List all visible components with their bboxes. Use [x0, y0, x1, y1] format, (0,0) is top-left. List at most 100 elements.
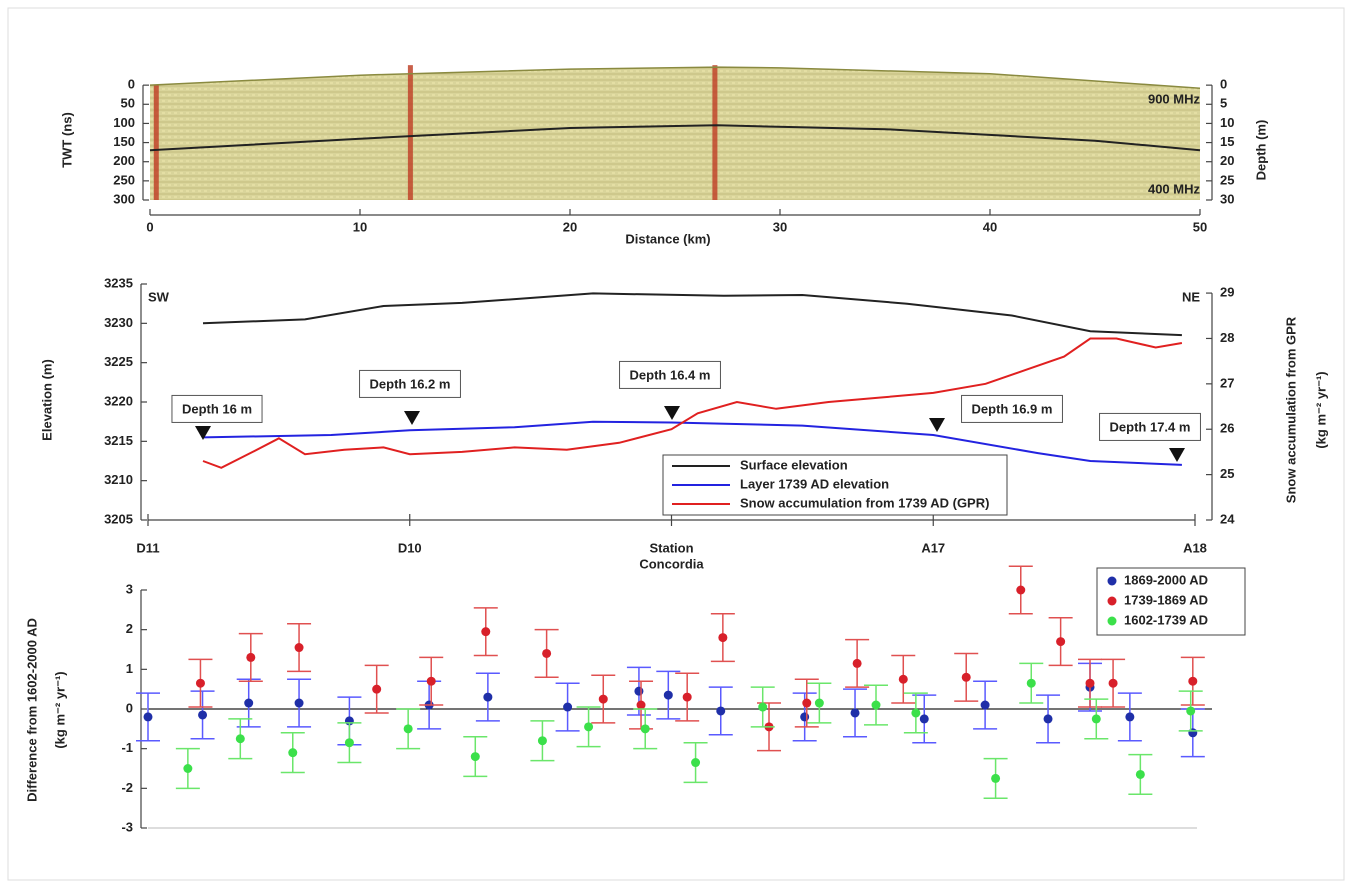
y-tick-label: 0	[128, 77, 135, 92]
data-point	[1188, 677, 1197, 686]
data-point	[481, 627, 490, 636]
data-point	[372, 685, 381, 694]
y-tick-label: 100	[113, 115, 135, 130]
y-tick-label: -2	[121, 780, 133, 795]
data-point	[718, 633, 727, 642]
data-point	[851, 708, 860, 717]
data-point	[295, 699, 304, 708]
data-point	[1092, 714, 1101, 723]
axis-title: Snow accumulation from GPR	[1283, 316, 1298, 503]
y-tick-label: 250	[113, 172, 135, 187]
core-marker	[408, 65, 413, 200]
y-tick-label: 10	[1220, 115, 1234, 130]
data-point	[1136, 770, 1145, 779]
annotation-text: Depth 17.4 m	[1110, 419, 1191, 434]
legend-swatch	[1108, 577, 1117, 586]
x-tick-label: A17	[921, 540, 945, 555]
y-tick-label: 0	[126, 700, 133, 715]
y-tick-label: 29	[1220, 285, 1234, 300]
annotation-text: Depth 16 m	[182, 401, 252, 416]
legend-swatch	[1108, 597, 1117, 606]
data-point	[584, 722, 593, 731]
data-point	[1109, 679, 1118, 688]
axis-title: Depth (m)	[1253, 120, 1268, 181]
data-point	[899, 675, 908, 684]
legend-label: Snow accumulation from 1739 AD (GPR)	[740, 495, 989, 510]
x-tick-label: 50	[1193, 219, 1207, 234]
y-tick-label: 30	[1220, 191, 1234, 206]
y-tick-label: 3230	[104, 315, 133, 330]
band-label: 400 MHz	[1148, 181, 1201, 196]
y-tick-label: 5	[1220, 96, 1227, 111]
y-tick-label: 50	[121, 96, 135, 111]
annotation-text: Depth 16.2 m	[370, 376, 451, 391]
data-point	[1086, 679, 1095, 688]
y-tick-label: 28	[1220, 330, 1234, 345]
data-point	[991, 774, 1000, 783]
y-tick-label: -1	[121, 740, 133, 755]
axis-title: Elevation (m)	[39, 359, 54, 441]
axis-title: Distance (km)	[625, 231, 710, 246]
corner-label: SW	[148, 289, 170, 304]
annotation-text: Depth 16.4 m	[630, 367, 711, 382]
data-point	[981, 701, 990, 710]
y-tick-label: 3205	[104, 511, 133, 526]
x-tick-label: Station	[649, 540, 693, 555]
x-tick-label: D11	[136, 540, 159, 555]
data-point	[962, 673, 971, 682]
y-tick-label: 25	[1220, 172, 1234, 187]
data-point	[641, 724, 650, 733]
y-tick-label: 27	[1220, 375, 1234, 390]
axis-title: (kg m⁻² yr⁻¹)	[1313, 371, 1328, 448]
y-tick-label: 3	[126, 581, 133, 596]
figure: 0501001502002503000510152025300102030405…	[0, 0, 1352, 888]
data-point	[800, 712, 809, 721]
x-tick-label: Concordia	[639, 556, 704, 571]
x-tick-label: A18	[1183, 540, 1207, 555]
data-point	[563, 703, 572, 712]
legend-label: Layer 1739 AD elevation	[740, 476, 889, 491]
x-tick-label: 0	[146, 219, 153, 234]
axis-title: TWT (ns)	[59, 112, 74, 168]
data-point	[1186, 706, 1195, 715]
data-point	[815, 699, 824, 708]
data-point	[1044, 714, 1053, 723]
y-tick-label: 1	[126, 661, 133, 676]
data-point	[345, 738, 354, 747]
data-point	[683, 693, 692, 702]
data-point	[920, 714, 929, 723]
data-point	[802, 699, 811, 708]
y-tick-label: -3	[121, 819, 133, 834]
legend: Surface elevation Layer 1739 AD elevation…	[663, 455, 1007, 515]
y-tick-label: 15	[1220, 134, 1234, 149]
data-point	[911, 708, 920, 717]
legend-swatch	[1108, 617, 1117, 626]
x-tick-label: D10	[398, 540, 422, 555]
data-point	[691, 758, 700, 767]
y-tick-label: 25	[1220, 466, 1234, 481]
data-point	[236, 734, 245, 743]
legend-label: Surface elevation	[740, 457, 848, 472]
data-point	[244, 699, 253, 708]
y-tick-label: 3225	[104, 354, 133, 369]
data-point	[538, 736, 547, 745]
data-point	[427, 677, 436, 686]
axis-title: Difference from 1602-2000 AD	[24, 618, 39, 802]
core-marker	[712, 65, 717, 200]
y-tick-label: 300	[113, 191, 135, 206]
data-point	[853, 659, 862, 668]
data-point	[295, 643, 304, 652]
y-tick-label: 150	[113, 134, 135, 149]
data-point	[1027, 679, 1036, 688]
annotation-text: Depth 16.9 m	[972, 401, 1053, 416]
y-tick-label: 0	[1220, 77, 1227, 92]
y-tick-label: 20	[1220, 153, 1234, 168]
x-tick-label: 10	[353, 219, 367, 234]
data-point	[664, 691, 673, 700]
data-point	[1188, 728, 1197, 737]
y-tick-label: 3235	[104, 275, 133, 290]
legend-label: 1739-1869 AD	[1124, 592, 1208, 607]
y-tick-label: 24	[1220, 511, 1235, 526]
x-tick-label: 30	[773, 219, 787, 234]
